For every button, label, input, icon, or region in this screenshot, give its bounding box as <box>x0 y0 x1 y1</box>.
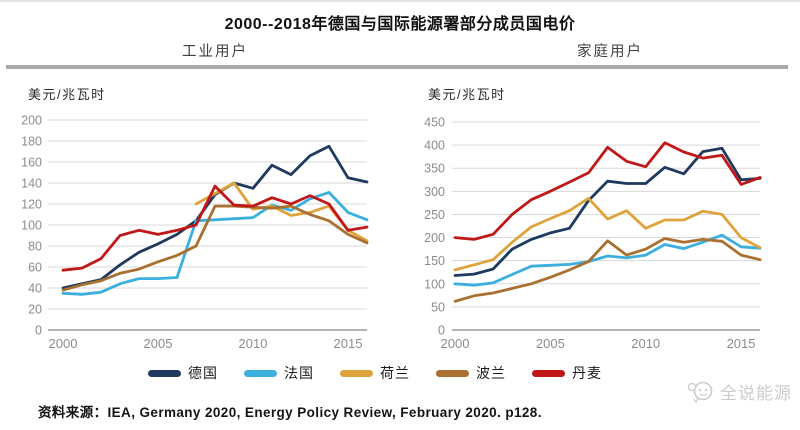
legend-label: 丹麦 <box>572 365 602 381</box>
y-tick-label: 300 <box>424 185 445 199</box>
y-tick-label: 100 <box>21 219 42 233</box>
y-axis-unit-label: 美元/兆瓦时 <box>428 87 506 102</box>
chart-household: 美元/兆瓦时 0 50 100 150 200 250 300 350 400 450 2000 20… <box>395 80 800 352</box>
x-tick-label: 2015 <box>334 336 363 351</box>
source-text: IEA, Germany 2020, Energy Policy Review,… <box>107 405 542 420</box>
series-line-波兰 <box>453 237 762 303</box>
legend-item: 荷兰 <box>340 363 410 383</box>
legend-label: 波兰 <box>476 365 506 381</box>
legend-swatch-icon <box>436 369 469 377</box>
y-tick-label: 200 <box>21 114 42 128</box>
legend-swatch-icon <box>148 369 181 377</box>
household-chart-svg: 0 50 100 150 200 250 300 350 400 450 2000 2005 2010 2… <box>424 116 762 351</box>
y-tick-label: 120 <box>21 198 42 212</box>
legend-label: 荷兰 <box>380 365 410 381</box>
legend-swatch-icon <box>244 369 277 377</box>
legend-swatch-icon <box>340 369 373 377</box>
legend-item: 丹麦 <box>532 363 602 383</box>
x-tick-label: 2005 <box>144 336 173 351</box>
y-tick-label: 150 <box>424 254 445 268</box>
legend-item: 德国 <box>148 363 218 383</box>
legend-item: 波兰 <box>436 363 506 383</box>
y-tick-label: 20 <box>28 303 42 317</box>
x-tick-label: 2010 <box>239 336 268 351</box>
source-label: 资料来源： <box>38 405 108 420</box>
y-tick-label: 100 <box>424 277 445 291</box>
y-tick-label: 0 <box>35 324 42 338</box>
subtitle-industrial-users: 工业用户 <box>182 44 248 60</box>
series-line-波兰 <box>61 204 369 292</box>
legend-label: 德国 <box>188 365 218 381</box>
y-tick-label: 80 <box>28 240 42 254</box>
y-tick-label: 200 <box>424 231 445 245</box>
series-line-德国 <box>453 146 762 277</box>
y-tick-label: 160 <box>21 156 42 170</box>
chat-bubble-face-icon <box>687 381 713 403</box>
series-line-法国 <box>61 191 369 296</box>
y-tick-label: 350 <box>424 162 445 176</box>
series-line-丹麦 <box>453 141 762 241</box>
x-tick-label: 2015 <box>727 336 756 351</box>
page-title: 2000--2018年德国与国际能源署部分成员国电价 <box>224 16 576 33</box>
series-line-丹麦 <box>61 184 369 272</box>
source-note: 资料来源：IEA, Germany 2020, Energy Policy Re… <box>38 401 542 421</box>
y-tick-label: 50 <box>431 300 445 314</box>
watermark-text: 全说能源 <box>720 384 792 403</box>
y-tick-label: 250 <box>424 208 445 222</box>
watermark: 全说能源 <box>686 379 792 404</box>
y-tick-label: 450 <box>424 116 445 130</box>
industrial-chart-svg: 0 20 40 60 80 100 120 140 160 180 200 2000 2005 2010 2… <box>21 114 369 351</box>
y-tick-label: 0 <box>438 324 445 338</box>
y-tick-label: 400 <box>424 139 445 153</box>
chart-industrial: 美元/兆瓦时 0 20 40 60 80 100 120 140 160 180 200 2000 20… <box>0 80 400 352</box>
x-tick-label: 2005 <box>536 336 565 351</box>
y-tick-label: 40 <box>28 282 42 296</box>
y-axis-unit-label: 美元/兆瓦时 <box>28 87 106 102</box>
y-tick-label: 60 <box>28 261 42 275</box>
legend-label: 法国 <box>284 365 314 381</box>
divider-bar <box>6 65 788 69</box>
series-line-荷兰 <box>453 196 762 272</box>
x-tick-label: 2000 <box>49 336 78 351</box>
x-tick-label: 2010 <box>631 336 660 351</box>
y-tick-label: 140 <box>21 177 42 191</box>
legend-item: 法国 <box>244 363 314 383</box>
y-tick-label: 180 <box>21 135 42 149</box>
legend: 德国 法国 荷兰 波兰 丹麦 <box>148 363 602 383</box>
legend-swatch-icon <box>532 369 565 377</box>
subtitle-household-users: 家庭用户 <box>577 44 643 60</box>
x-tick-label: 2000 <box>441 336 470 351</box>
